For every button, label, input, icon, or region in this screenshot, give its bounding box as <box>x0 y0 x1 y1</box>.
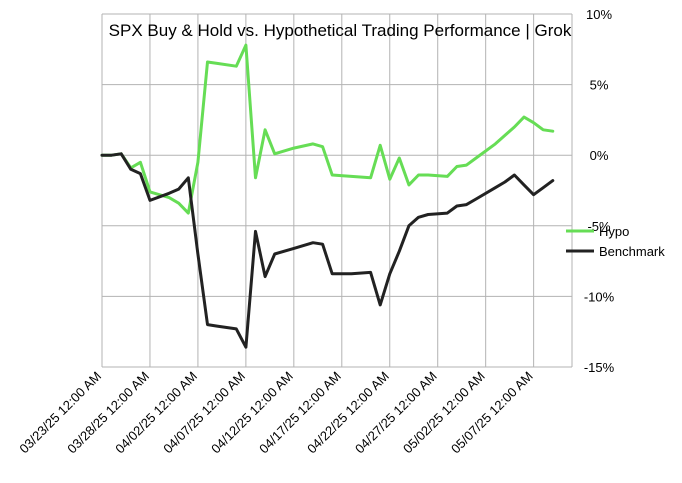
series-line-benchmark <box>100 152 555 349</box>
chart-title: SPX Buy & Hold vs. Hypothetical Trading … <box>109 21 572 40</box>
y-axis-ticks: 10%5%0%-5%-10%-15% <box>584 7 615 375</box>
grid <box>101 13 573 368</box>
y-tick-label: -10% <box>584 289 615 304</box>
y-tick-label: 5% <box>590 78 609 93</box>
legend-label-hypo: Hypo <box>599 224 629 239</box>
series-layer <box>100 43 555 349</box>
legend-label-benchmark: Benchmark <box>599 244 665 259</box>
series-line-hypo <box>100 43 555 215</box>
y-tick-label: 0% <box>590 148 609 163</box>
legend: Hypo Benchmark <box>566 224 665 259</box>
y-tick-label: 10% <box>586 7 612 22</box>
y-tick-label: -15% <box>584 360 615 375</box>
